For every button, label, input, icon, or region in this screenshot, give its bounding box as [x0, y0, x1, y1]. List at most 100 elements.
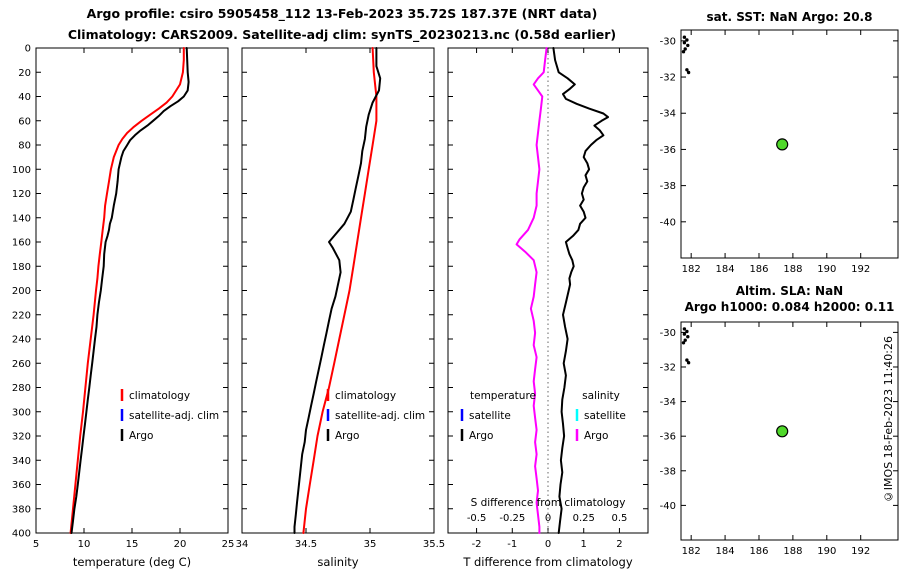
- legend-label-satellite-adj-clim: satellite-adj. clim: [129, 410, 219, 422]
- legend-label-argo: Argo: [129, 430, 153, 442]
- x-tick-label: 192: [851, 264, 870, 275]
- s-axis-tick-label: 0.25: [573, 513, 595, 524]
- x-tick-label: 5: [33, 539, 39, 550]
- axes-box: [680, 321, 899, 541]
- figure-title-line2: Climatology: CARS2009. Satellite-adj cli…: [67, 27, 617, 42]
- x-tick-label: 186: [749, 264, 768, 275]
- s-axis-tick-label: 0: [545, 513, 551, 524]
- y-tick-label: 0: [25, 44, 31, 55]
- y-tick-label: 200: [12, 286, 31, 297]
- x-tick-label: 184: [716, 264, 735, 275]
- trail-dot: [682, 35, 687, 39]
- y-tick-label: 320: [12, 432, 31, 443]
- trail-dot: [683, 338, 687, 342]
- y-tick-label: 280: [12, 383, 31, 394]
- y-tick-label: 400: [12, 529, 31, 540]
- y-tick-label: -38: [660, 181, 676, 192]
- trail-dot: [686, 361, 691, 365]
- s-axis-tick-label: -0.25: [499, 513, 525, 524]
- x-tick-label: 34: [236, 539, 249, 550]
- x-tick-label: 2: [616, 539, 622, 550]
- y-tick-label: 300: [12, 407, 31, 418]
- argo-line: [70, 47, 190, 534]
- trail-dot: [681, 341, 686, 345]
- trail-dot: [683, 47, 687, 51]
- trail-dot: [685, 68, 689, 72]
- trail-dot: [686, 43, 690, 48]
- y-tick-label: 100: [12, 165, 31, 176]
- legend-group-title-temperature: temperature: [470, 390, 536, 402]
- argo-line: [293, 47, 382, 534]
- y-tick-label: -32: [660, 73, 676, 84]
- y-tick-label: 380: [12, 504, 31, 515]
- legend-label-climatology: climatology: [335, 390, 396, 402]
- s-axis-tick-label: -0.5: [467, 513, 487, 524]
- legend-group-title-salinity: salinity: [582, 390, 620, 402]
- legend-label-temperature-satellite: satellite: [469, 410, 511, 422]
- x-tick-label: -1: [507, 539, 517, 550]
- s-axis-label: S difference from climatology: [471, 497, 626, 509]
- y-tick-label: 260: [12, 359, 31, 370]
- y-tick-label: 360: [12, 480, 31, 491]
- trail-dot: [685, 329, 689, 334]
- x-tick-label: 188: [783, 546, 802, 557]
- s-axis-tick-label: 0.5: [611, 513, 627, 524]
- s-diff-argo-line: [515, 47, 548, 534]
- x-tick-label: 186: [749, 546, 768, 557]
- x-tick-label: 10: [78, 539, 91, 550]
- watermark-text: ©IMOS 18-Feb-2023 11:40:26: [882, 336, 895, 504]
- x-tick-label: 0: [545, 539, 551, 550]
- x-tick-label: 182: [682, 546, 701, 557]
- sla-map-panel: 182 184 186 188 190 192 -30 -32 -34 -36 -38 -40 Alti…: [660, 284, 899, 557]
- legend-label-satellite-adj-clim: satellite-adj. clim: [335, 410, 425, 422]
- x-tick-label: 34.5: [295, 539, 317, 550]
- x-tick-label: 192: [851, 546, 870, 557]
- legend-label-salinity-argo: Argo: [584, 430, 608, 442]
- y-tick-label: 120: [12, 189, 31, 200]
- salinity-profile-panel: 34 34.5 35 35.5 salinity climatology satellite…: [236, 47, 445, 569]
- y-tick-label: 80: [18, 141, 31, 152]
- x-tick-label: 184: [716, 546, 735, 557]
- y-tick-label: 340: [12, 456, 31, 467]
- y-tick-label: 160: [12, 238, 31, 249]
- x-tick-label: 1: [581, 539, 587, 550]
- x-axis-label: salinity: [317, 555, 358, 569]
- axes-box: [680, 29, 899, 259]
- y-tick-label: -34: [660, 397, 676, 408]
- legend-label-salinity-satellite: satellite: [584, 410, 626, 422]
- x-tick-label: 35: [364, 539, 377, 550]
- argo-position-marker: [776, 138, 789, 151]
- x-axis-label: temperature (deg C): [73, 555, 191, 569]
- x-tick-label: 188: [783, 264, 802, 275]
- map-title-line2: Argo h1000: 0.084 h2000: 0.11: [685, 300, 895, 314]
- climatology-line: [302, 47, 378, 534]
- y-tick-label: 140: [12, 213, 31, 224]
- trail-dot: [686, 335, 690, 339]
- trail-dot: [682, 41, 687, 45]
- y-tick-label: -40: [660, 501, 676, 512]
- y-tick-label: -36: [660, 145, 676, 156]
- trail-dot: [685, 358, 689, 362]
- y-tick-label: 40: [18, 92, 31, 103]
- x-axis-label: T difference from climatology: [462, 555, 633, 569]
- legend-label-temperature-argo: Argo: [469, 430, 493, 442]
- x-tick-label: 190: [817, 546, 836, 557]
- x-tick-label: 15: [126, 539, 139, 550]
- x-tick-label: 182: [682, 264, 701, 275]
- y-tick-label: -30: [660, 36, 676, 47]
- trail-dot: [686, 70, 691, 75]
- x-tick-label: 25: [222, 539, 235, 550]
- y-tick-label: 220: [12, 310, 31, 321]
- trail-dot: [685, 38, 689, 42]
- sst-map-panel: 182 184 186 188 190 192 -30 -32 -34 -36 -38 -40 sat.…: [660, 10, 899, 275]
- argo-position-marker: [776, 425, 789, 438]
- y-tick-label: 180: [12, 262, 31, 273]
- x-tick-label: 190: [817, 264, 836, 275]
- y-tick-label: 240: [12, 335, 31, 346]
- trail-dot: [681, 50, 686, 54]
- legend-label-climatology: climatology: [129, 390, 190, 402]
- y-tick-label: -40: [660, 217, 676, 228]
- axes-box: [241, 47, 435, 534]
